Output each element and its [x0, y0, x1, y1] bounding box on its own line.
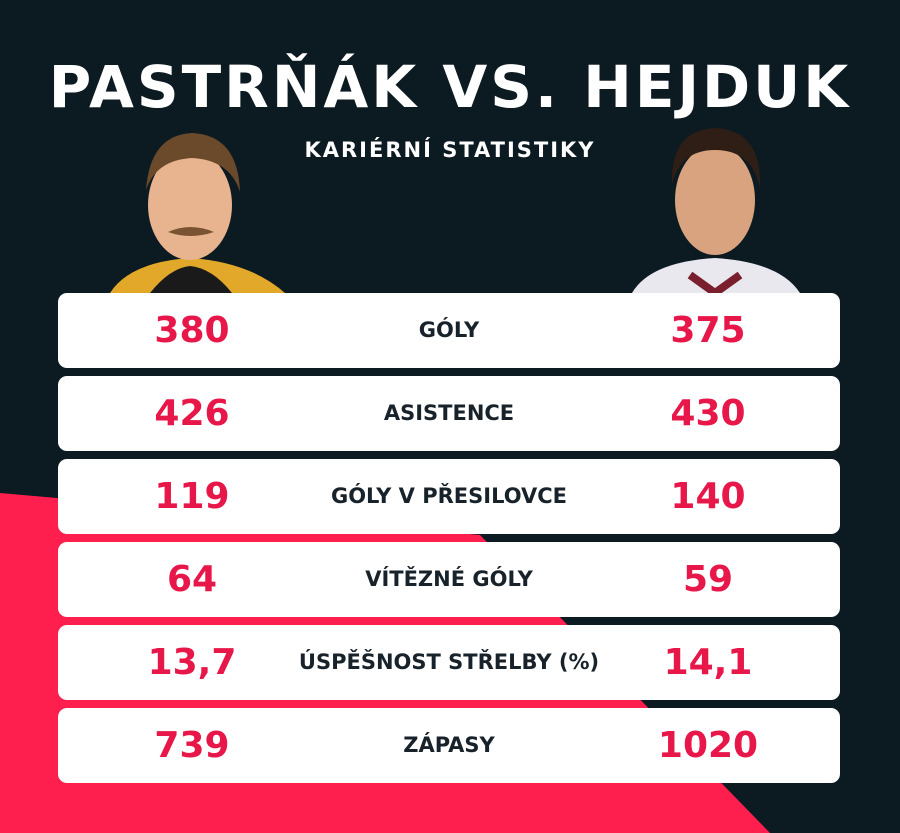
player-left-photo: [110, 133, 285, 293]
left-value: 426: [154, 393, 230, 434]
right-value: 140: [670, 476, 746, 517]
left-value: 739: [154, 725, 230, 766]
stat-row: 739 ZÁPASY 1020: [58, 708, 840, 783]
right-value: 375: [670, 310, 746, 351]
player-right-photo: [632, 128, 800, 298]
right-value: 430: [670, 393, 746, 434]
left-value: 13,7: [147, 642, 237, 683]
subtitle: KARIÉRNÍ STATISTIKY: [304, 138, 596, 162]
stat-row: 64 VÍTĚZNÉ GÓLY 59: [58, 542, 840, 617]
stat-label: GÓLY V PŘESILOVCE: [330, 484, 568, 508]
left-value: 119: [154, 476, 230, 517]
stat-label: VÍTĚZNÉ GÓLY: [365, 567, 533, 591]
stat-row: 13,7 ÚSPĚŠNOST STŘELBY (%) 14,1: [58, 625, 840, 700]
left-value: 64: [166, 559, 218, 600]
stat-label: ASISTENCE: [383, 401, 515, 425]
stat-label: GÓLY: [418, 318, 480, 342]
stat-row: 119 GÓLY V PŘESILOVCE 140: [58, 459, 840, 534]
stat-label: ÚSPĚŠNOST STŘELBY (%): [298, 650, 600, 674]
stat-label: ZÁPASY: [403, 733, 495, 757]
right-value: 1020: [657, 725, 759, 766]
title: PASTRŇÁK VS. HEJDUK: [48, 53, 852, 121]
stat-row: 426 ASISTENCE 430: [58, 376, 840, 451]
left-value: 380: [154, 310, 230, 351]
right-value: 14,1: [663, 642, 753, 683]
right-value: 59: [682, 559, 734, 600]
stat-row: 380 GÓLY 375: [58, 293, 840, 368]
